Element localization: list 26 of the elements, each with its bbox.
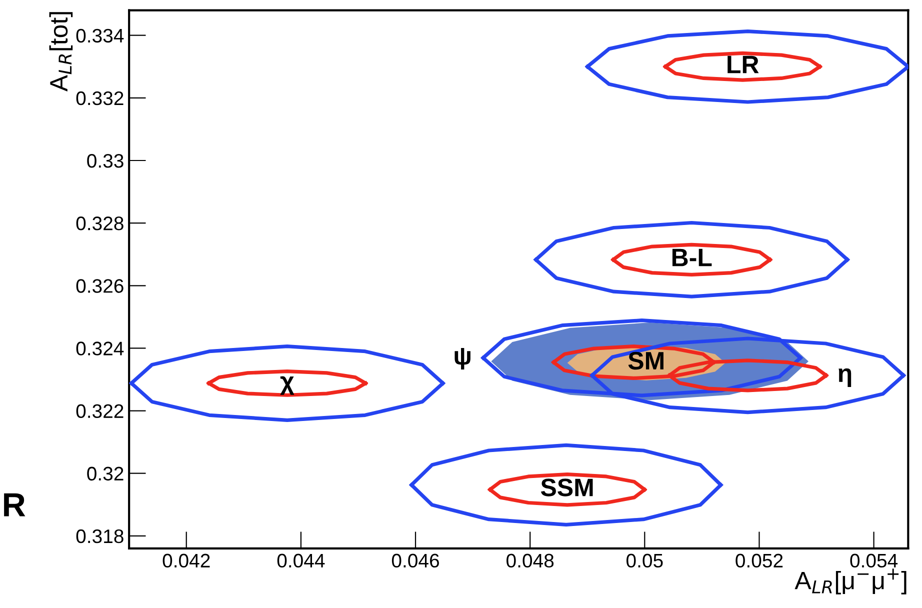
y-tick-label: 0.332: [76, 91, 124, 106]
y-axis-title: A$_{LR}$[tot]: [49, 12, 73, 92]
y-tick-label: 0.324: [76, 342, 124, 356]
y-tick-label: 0.322: [76, 404, 124, 418]
series-label: B-L: [672, 248, 712, 266]
x-tick-label: 0.054: [850, 554, 898, 568]
y-tick-label: 0.328: [76, 216, 124, 230]
y-tick-label: 0.32: [87, 466, 124, 481]
x-axis-title: A$_{LR}$[μ$^{−}$μ$^{+}$]: [794, 568, 906, 594]
x-tick-label: 0.05: [626, 554, 663, 568]
y-tick-label: 0.33: [87, 154, 124, 168]
x-tick-label: 0.044: [277, 554, 325, 568]
text: R: [4, 493, 26, 516]
annotation: η: [838, 368, 852, 388]
series-label: SM: [628, 352, 664, 370]
y-tick-label: 0.318: [76, 529, 124, 544]
x-tick-label: 0.042: [162, 554, 210, 568]
x-tick-label: 0.046: [392, 554, 439, 568]
x-tick-label: 0.048: [506, 554, 554, 568]
series-label: SSM: [540, 478, 593, 496]
annotation: ψ: [454, 348, 470, 370]
y-tick-label: 0.334: [76, 28, 124, 43]
series-label: LR: [728, 56, 759, 74]
y-tick-label: 0.326: [76, 279, 124, 293]
x-tick-label: 0.052: [736, 554, 783, 568]
series-label: χ: [280, 376, 294, 395]
